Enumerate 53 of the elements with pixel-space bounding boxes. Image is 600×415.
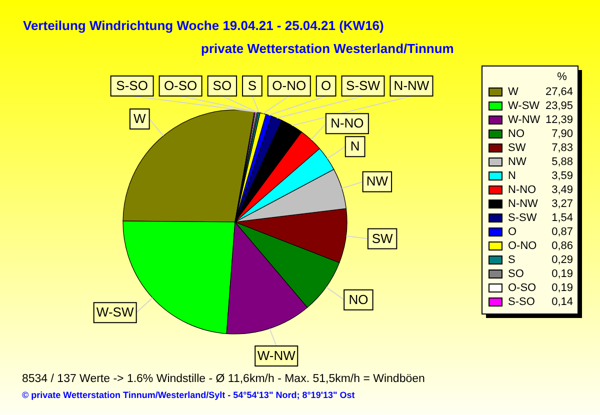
data-label: 1,54 [552, 212, 573, 224]
slice-label: O-NO [272, 78, 306, 93]
slice-label: W [134, 110, 147, 126]
text: © private Wetterstation Tinnum/Westerland/Sylt - 54°54'13" Nord; 8°19'13" Ost [22, 390, 355, 400]
data-label: 12,39 [545, 114, 573, 126]
slice-label: O [321, 78, 332, 93]
slice-label: N [350, 138, 360, 154]
slice-label: SW [372, 230, 394, 246]
legend-label: W [508, 86, 519, 98]
legend-label: SW [508, 142, 526, 154]
legend-label: NW [508, 156, 527, 168]
data-label: 3,49 [552, 184, 573, 196]
chart-subtitle: private Wetterstation Westerland/Tinnum [201, 41, 454, 56]
legend-label: S [508, 254, 516, 266]
data-label: 0,29 [552, 254, 573, 266]
legend-label: N-NW [508, 198, 539, 210]
slice-label: W-NW [257, 348, 296, 363]
slice-label: N-NW [394, 78, 430, 93]
data-label: 27,64 [545, 86, 573, 98]
legend-label: O-NO [508, 240, 538, 252]
legend-title: % [557, 71, 568, 83]
data-label: 5,88 [552, 156, 573, 168]
legend-label: W-NW [508, 114, 541, 126]
data-label: 3,59 [552, 170, 573, 182]
slice-label: S [248, 78, 257, 93]
data-label: 23,95 [545, 100, 573, 112]
slice-label: S-SO [116, 78, 148, 93]
slice-label: O-SO [164, 78, 198, 93]
slice-label: NO [348, 292, 368, 307]
data-label: 7,90 [552, 128, 573, 140]
slice-label: NW [366, 174, 389, 189]
legend-label: O [508, 226, 517, 238]
legend-label: SO [508, 268, 524, 280]
slice-label: SO [212, 78, 232, 93]
legend-label: NO [508, 128, 525, 140]
data-label: 0,87 [552, 226, 573, 238]
data-label: 0,86 [552, 240, 573, 252]
legend-label: S-SW [508, 212, 538, 224]
slice-label: S-SW [346, 78, 381, 93]
legend-label: S-SO [508, 296, 536, 308]
text: 8534 / 137 Werte -> 1.6% Windstille - Ø 11,6km/h - Max. 51,5km/h = Windböen [22, 373, 425, 385]
slice-label: N-NO [330, 116, 364, 131]
data-label: 3,27 [552, 198, 573, 210]
data-label: 0,19 [552, 282, 573, 294]
slice-label: W-SW [96, 304, 134, 320]
data-label: 7,83 [552, 142, 573, 154]
legend-label: N [508, 170, 516, 182]
data-label: 0,19 [552, 268, 573, 280]
data-label: 0,14 [552, 296, 573, 308]
legend-label: N-NO [508, 184, 537, 196]
chart-title: Verteilung Windrichtung Woche 19.04.21 - 25.04.21 (KW16) [23, 18, 384, 33]
legend-label: W-SW [508, 100, 540, 112]
legend-label: O-SO [508, 282, 537, 294]
